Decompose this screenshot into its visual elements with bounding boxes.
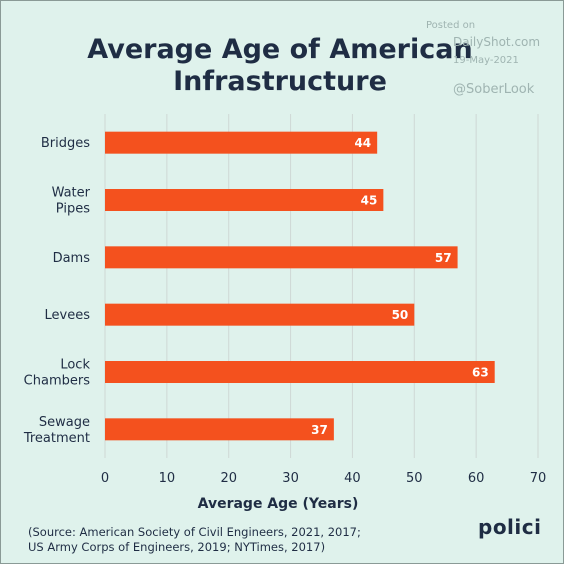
bar — [105, 189, 384, 211]
bar — [105, 131, 378, 154]
bar — [105, 361, 495, 383]
category-label: Dams — [53, 251, 91, 266]
x-tick-label: 70 — [530, 471, 547, 486]
x-tick-label: 0 — [101, 471, 109, 486]
source-line-1: (Source: American Society of Civil Engin… — [28, 525, 361, 539]
category-label: Pipes — [56, 202, 90, 217]
x-tick-labels: 0 10 20 30 40 50 60 70 — [101, 471, 546, 486]
bars: 44 45 57 50 63 37 — [105, 131, 495, 441]
watermark-handle: @SoberLook — [453, 82, 535, 97]
category-label: Lock — [60, 358, 90, 373]
x-tick-label: 50 — [406, 471, 423, 486]
x-tick-label: 10 — [159, 471, 176, 486]
bar-value-label: 44 — [354, 136, 371, 150]
bar-value-label: 45 — [361, 194, 378, 208]
brand-logo: polici — [478, 515, 542, 539]
category-label: Chambers — [24, 374, 91, 389]
chart-title-line-1: Average Age of American — [87, 34, 473, 65]
bar — [105, 246, 458, 269]
category-label: Sewage — [39, 415, 90, 430]
bar-value-label: 37 — [311, 423, 328, 437]
source-line-2: US Army Corps of Engineers, 2019; NYTime… — [28, 540, 326, 554]
x-tick-label: 30 — [282, 471, 299, 486]
x-tick-label: 40 — [344, 471, 361, 486]
bar-value-label: 57 — [435, 251, 452, 265]
bar — [105, 303, 415, 326]
x-tick-label: 20 — [220, 471, 237, 486]
x-tick-label: 60 — [468, 471, 485, 486]
bar-value-label: 50 — [392, 308, 409, 322]
bar — [105, 418, 334, 441]
watermark-site: DailyShot.com — [453, 35, 541, 49]
watermark-posted-label: Posted on — [426, 20, 476, 31]
category-label: Levees — [45, 308, 91, 323]
watermark-date: 19-May-2021 — [453, 55, 519, 66]
bar-value-label: 63 — [472, 366, 489, 380]
category-label: Bridges — [41, 136, 90, 151]
x-axis-label: Average Age (Years) — [198, 496, 359, 512]
grid-lines — [104, 114, 539, 458]
category-label: Water — [52, 186, 91, 201]
chart-title-line-2: Infrastructure — [173, 66, 387, 97]
source-note: (Source: American Society of Civil Engin… — [28, 525, 428, 555]
category-label: Treatment — [23, 431, 90, 446]
